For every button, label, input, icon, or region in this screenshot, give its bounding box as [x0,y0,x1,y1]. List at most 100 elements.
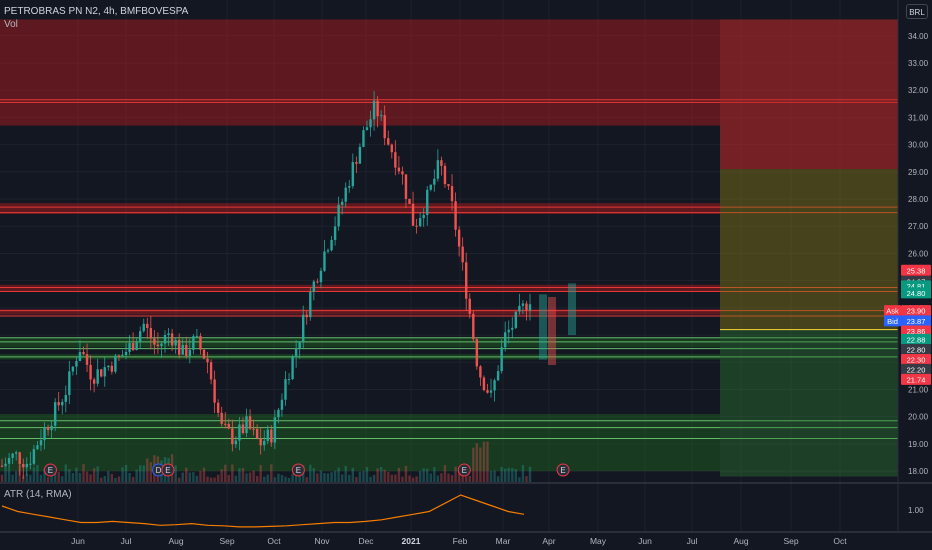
candle-body [294,348,298,357]
time-tick-label[interactable]: Aug [168,536,183,546]
candle-body [521,303,525,306]
volume-bar [330,472,333,482]
price-tag-bg [884,315,901,327]
candle-body [305,314,308,318]
price-tick-label[interactable]: 33.00 [908,59,929,68]
time-tick-label[interactable]: Jun [71,536,85,546]
candle-body [216,402,220,413]
volume-bar [365,466,369,482]
candle-body [280,399,284,410]
time-tick-label[interactable]: Oct [833,536,847,546]
price-tag-value: 22.80 [907,345,926,354]
time-tick-label[interactable]: Nov [314,536,330,546]
price-tick-label[interactable]: 27.00 [908,222,929,231]
candle-body [461,246,464,263]
price-tags: 25.3824.9724.8124.80Ask23.90Bid23.8723.8… [884,264,931,385]
earnings-marker[interactable] [556,463,570,477]
candle-body [202,349,206,359]
time-tick-label[interactable]: Jul [121,536,132,546]
candle-body [213,379,216,403]
price-tick-label[interactable]: 32.00 [908,86,929,95]
candle-body [238,424,241,441]
candle-body [224,423,227,425]
time-tick-label[interactable]: Oct [267,536,281,546]
candle-body [75,361,78,367]
volume-bar [202,467,206,482]
candle-body [355,162,358,164]
volume-bar [266,474,269,482]
earnings-marker[interactable] [291,463,305,477]
volume-bar [107,471,110,482]
volume-bar [46,476,50,482]
volume-bar [323,473,326,482]
candle-body [422,214,425,219]
candle-body [107,365,110,368]
atr-legend[interactable]: ATR (14, RMA) [4,489,72,500]
atr-tick-label[interactable]: 1.00 [908,506,924,515]
time-tick-label[interactable]: Apr [542,536,555,546]
price-tick-label[interactable]: 30.00 [908,141,929,150]
candle-body [312,281,316,293]
price-tick-label[interactable]: 21.00 [908,385,929,394]
price-tag-label: Bid [887,317,898,326]
earnings-marker[interactable] [43,463,57,477]
price-tag-bg [901,325,931,337]
price-tick-label[interactable]: 20.00 [908,413,929,422]
candle-body [177,339,181,355]
price-tick-label[interactable]: 29.00 [908,168,929,177]
volume-bar [454,466,457,482]
candle-body [486,390,489,393]
volume-bar [309,464,312,482]
price-tag-bg [901,287,931,299]
price-tick-label[interactable]: 26.00 [908,249,929,258]
candle-body [245,416,248,434]
price-tick-label[interactable]: 31.00 [908,113,929,122]
volume-bar [397,467,401,482]
candle-body [277,409,280,418]
price-tick-label[interactable]: 19.00 [908,440,929,449]
volume-bar [514,469,518,482]
price-tick-label[interactable]: 28.00 [908,195,929,204]
time-tick-label[interactable]: Aug [733,536,748,546]
symbol-legend[interactable]: PETROBRAS PN N2, 4h, BMFBOVESPA [4,6,189,17]
candle-body [316,281,319,283]
candle-body [121,355,124,357]
resistance-zone [0,203,720,214]
volume-bar [139,465,142,482]
candle-body [0,465,4,467]
time-tick-label[interactable]: Mar [496,536,511,546]
time-tick-label[interactable]: Jul [687,536,698,546]
candle-body [255,428,259,439]
volume-bar [68,469,71,482]
candle-body [333,226,337,240]
volume-bar [465,476,468,482]
volume-bar [124,464,128,482]
earnings-marker[interactable] [161,463,175,477]
time-tick-label[interactable]: Dec [358,536,374,546]
volume-bar [78,472,82,482]
volume-bar [7,467,11,482]
candle-body [57,402,60,406]
volume-bar [252,470,255,482]
earnings-marker[interactable] [457,463,471,477]
time-tick-label[interactable]: Jun [638,536,652,546]
price-tick-label[interactable]: 34.00 [908,32,929,41]
candle-body [142,323,145,332]
candle-body [131,343,135,351]
candle-body [298,341,301,349]
time-tick-label[interactable]: Sep [783,536,798,546]
time-tick-label[interactable]: Sep [219,536,234,546]
volume-bar [450,475,454,482]
volume-legend[interactable]: Vol [4,19,18,30]
candle-body [259,438,262,446]
price-tick-label[interactable]: 18.00 [908,467,929,476]
time-tick-label[interactable]: Feb [453,536,468,546]
currency-button[interactable]: BRL [906,4,928,19]
volume-bar [312,468,316,482]
time-tick-label[interactable]: May [590,536,607,546]
candle-body [146,323,149,329]
earnings-marker-label: E [560,466,565,475]
time-tick-label[interactable]: 2021 [402,536,421,546]
